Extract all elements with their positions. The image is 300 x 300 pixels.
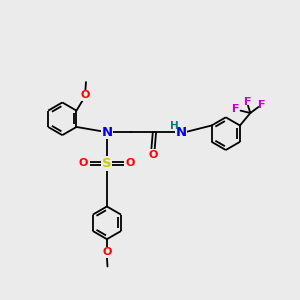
Text: F: F xyxy=(232,104,240,114)
Text: S: S xyxy=(102,157,112,170)
Text: O: O xyxy=(81,90,90,100)
Text: O: O xyxy=(78,158,88,168)
Text: O: O xyxy=(148,150,158,160)
Text: N: N xyxy=(176,126,187,139)
Text: N: N xyxy=(101,126,112,139)
Text: O: O xyxy=(102,247,112,257)
Text: O: O xyxy=(126,158,135,168)
Text: F: F xyxy=(259,100,266,110)
Text: F: F xyxy=(244,97,251,107)
Text: H: H xyxy=(170,121,179,130)
